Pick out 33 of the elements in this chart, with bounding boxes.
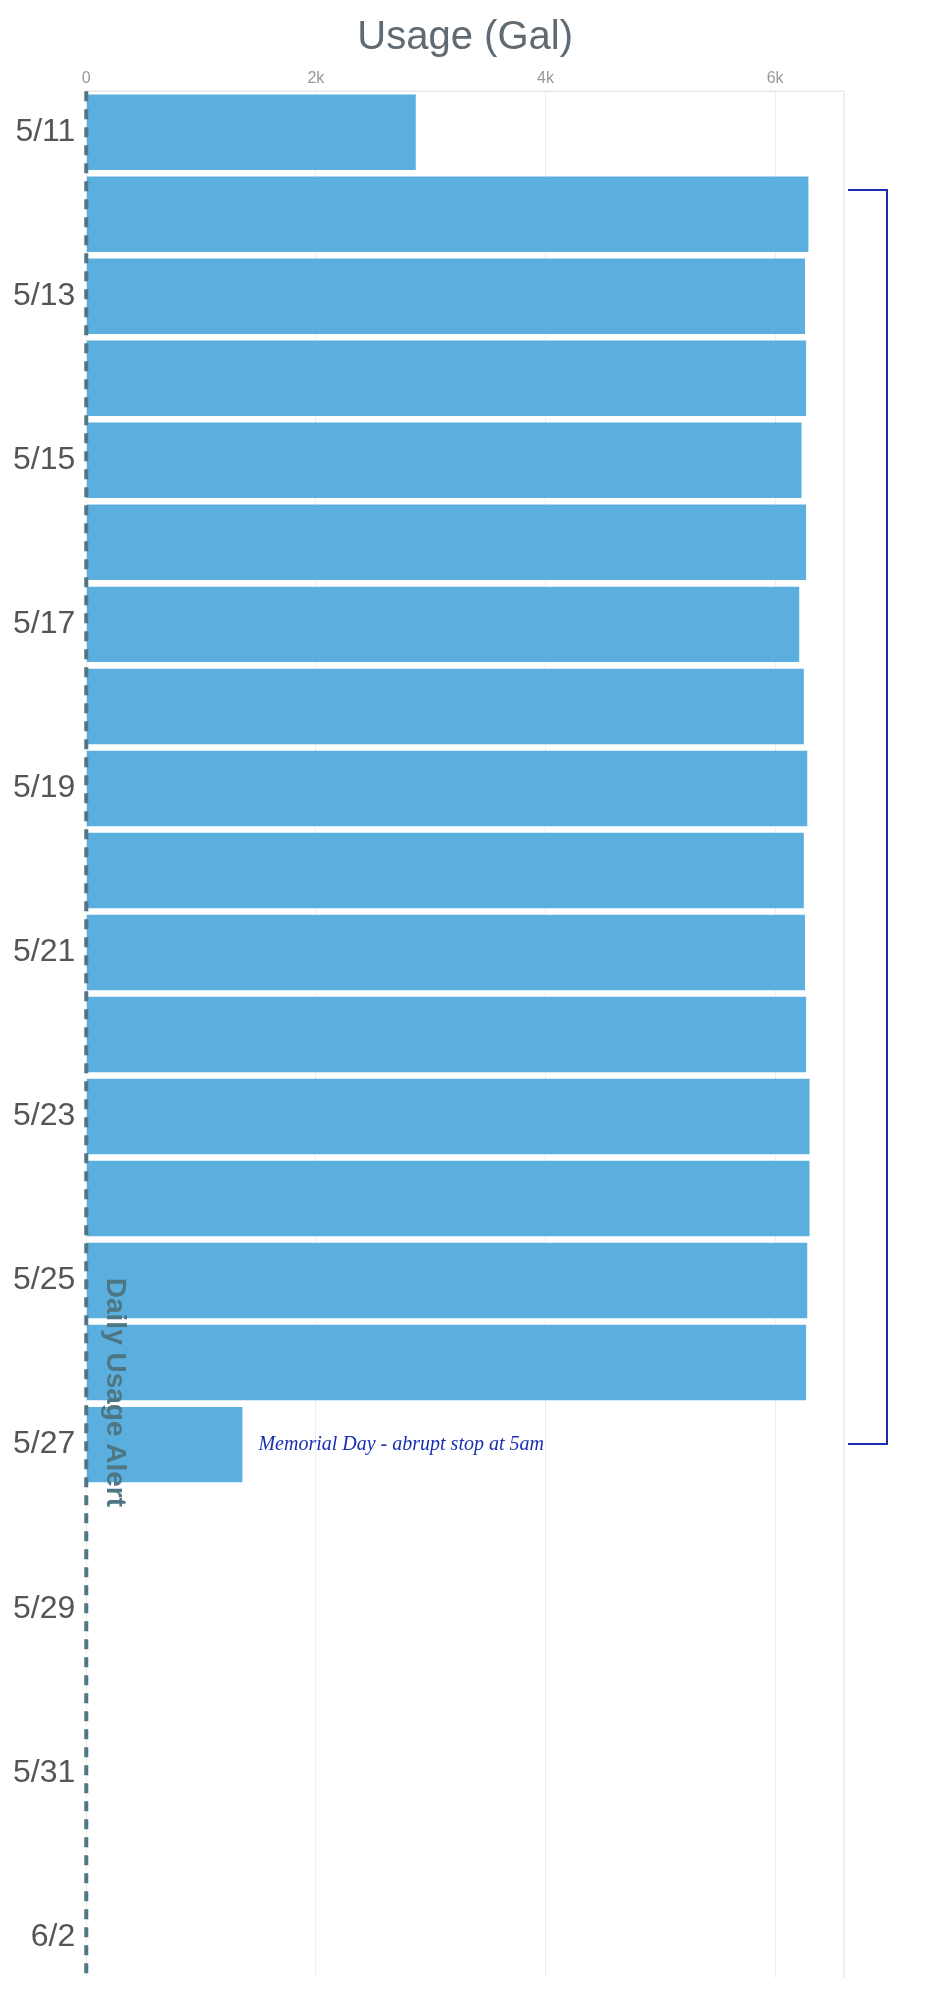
bar <box>86 258 805 334</box>
bar <box>86 422 802 499</box>
bar <box>86 1078 810 1155</box>
bar <box>86 996 807 1073</box>
y-tick-label: 5/27 <box>13 1424 76 1461</box>
y-tick-label: 5/23 <box>13 1096 76 1133</box>
y-tick-label: 5/11 <box>15 112 76 149</box>
y-tick-label: 5/25 <box>13 1260 76 1297</box>
bar <box>86 94 416 170</box>
y-tick-label: 5/21 <box>13 932 76 969</box>
bar <box>86 668 804 745</box>
x-tick-label: 0 <box>81 69 91 87</box>
y-tick-label: 6/2 <box>30 1916 76 1953</box>
bar <box>86 504 807 581</box>
annotation: Memorial Day - abrupt stop at 5am <box>257 1431 544 1455</box>
ref-line-label: Daily Usage Alert <box>100 1277 132 1508</box>
bar <box>86 1160 810 1237</box>
bar <box>86 914 805 991</box>
y-tick-label: 5/19 <box>13 768 76 805</box>
x-tick-label: 2k <box>307 69 326 87</box>
y-tick-label: 5/13 <box>13 276 76 313</box>
bar <box>86 176 809 252</box>
bar <box>86 586 800 663</box>
y-tick-label: 5/31 <box>13 1752 76 1789</box>
bar <box>86 340 807 417</box>
y-tick-label: 5/17 <box>13 604 76 641</box>
x-tick-label: 6k <box>766 69 785 87</box>
x-tick-label: 4k <box>537 69 555 87</box>
x-axis-title: Usage (Gal) <box>357 13 573 58</box>
y-tick-label: 5/15 <box>13 440 76 477</box>
bar <box>86 832 804 909</box>
y-tick-label: 5/29 <box>13 1588 76 1625</box>
bar <box>86 750 808 827</box>
